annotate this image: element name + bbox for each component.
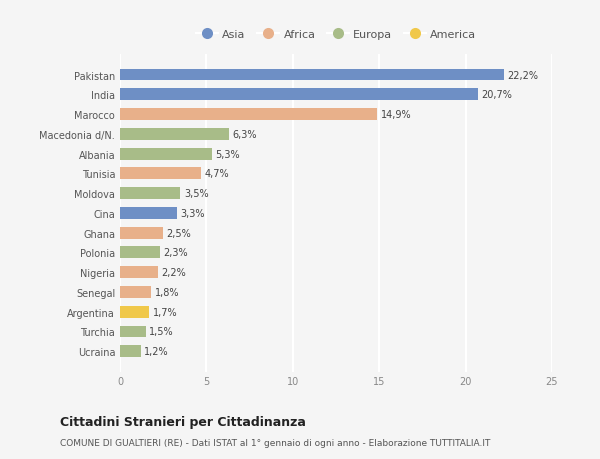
- Text: 2,3%: 2,3%: [163, 248, 188, 258]
- Bar: [120, 207, 177, 219]
- Bar: [120, 267, 158, 279]
- Bar: [120, 188, 181, 200]
- Bar: [120, 109, 377, 121]
- Text: 5,3%: 5,3%: [215, 149, 239, 159]
- Bar: [120, 168, 201, 180]
- Legend: Asia, Africa, Europa, America: Asia, Africa, Europa, America: [191, 26, 481, 45]
- Bar: [120, 346, 141, 358]
- Bar: [120, 306, 149, 318]
- Text: 3,3%: 3,3%: [181, 208, 205, 218]
- Text: 1,2%: 1,2%: [144, 347, 169, 357]
- Text: 1,5%: 1,5%: [149, 327, 174, 337]
- Bar: [120, 148, 212, 160]
- Text: Cittadini Stranieri per Cittadinanza: Cittadini Stranieri per Cittadinanza: [60, 415, 306, 428]
- Text: COMUNE DI GUALTIERI (RE) - Dati ISTAT al 1° gennaio di ogni anno - Elaborazione : COMUNE DI GUALTIERI (RE) - Dati ISTAT al…: [60, 438, 490, 448]
- Bar: [120, 286, 151, 298]
- Bar: [120, 227, 163, 239]
- Text: 2,2%: 2,2%: [161, 268, 186, 278]
- Text: 14,9%: 14,9%: [381, 110, 412, 120]
- Text: 1,7%: 1,7%: [153, 307, 178, 317]
- Text: 20,7%: 20,7%: [481, 90, 512, 100]
- Bar: [120, 69, 503, 81]
- Bar: [120, 129, 229, 140]
- Bar: [120, 247, 160, 259]
- Bar: [120, 89, 478, 101]
- Text: 6,3%: 6,3%: [232, 129, 257, 140]
- Text: 4,7%: 4,7%: [205, 169, 229, 179]
- Text: 22,2%: 22,2%: [507, 70, 538, 80]
- Bar: [120, 326, 146, 338]
- Text: 3,5%: 3,5%: [184, 189, 209, 199]
- Text: 2,5%: 2,5%: [167, 228, 191, 238]
- Text: 1,8%: 1,8%: [155, 287, 179, 297]
